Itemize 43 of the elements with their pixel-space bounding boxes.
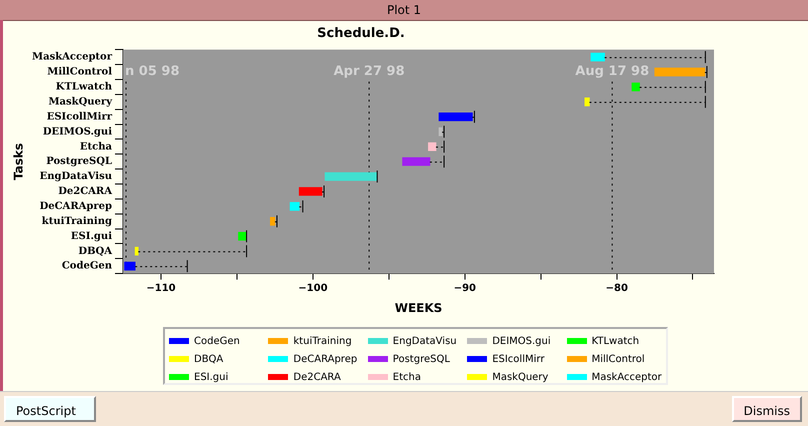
y-tick-label: EngDataVisu [40,171,112,182]
legend-label: De2CARA [293,372,341,382]
text: PostScript [4,396,96,422]
legend-label: MaskQuery [492,372,548,382]
y-axis-title: Tasks [11,143,26,180]
legend-label: Etcha [392,372,421,382]
ref-line-label: Apr 27 98 [334,64,405,79]
y-tick-label: Etcha [80,141,113,152]
legend-label: DBQA [194,354,224,364]
x-tick-label: −90 [454,283,476,294]
legend-label: ESI.gui [194,372,228,382]
y-tick-label: PostgreSQL [46,156,112,168]
legend-label: PostgreSQL [392,354,450,364]
y-tick-label: ESIcollMirr [46,111,113,122]
y-tick-label: MillControl [47,66,112,78]
y-tick-label: ktuiTraining [42,216,112,227]
legend-label: MaskAcceptor [592,372,662,382]
y-tick-label: De2CARA [58,186,112,198]
legend-label: MillControl [592,354,645,364]
legend-label: KTLwatch [592,336,640,346]
x-tick-label: −110 [146,283,176,294]
x-tick-label: −100 [298,283,328,294]
legend-label: CodeGen [194,336,240,346]
y-tick-label: CodeGen [62,260,113,272]
y-tick-label: DBQA [78,246,112,257]
y-tick-label: ESI.gui [70,230,112,242]
legend-label: ktuiTraining [293,336,352,346]
legend-label: ESIcollMirr [492,354,544,364]
y-tick-label: DEIMOS.gui [42,126,112,138]
ref-line-label: Aug 17 98 [575,64,650,79]
text: Plot 1 [0,0,808,21]
y-tick-label: MaskQuery [48,96,114,108]
y-tick-label: MaskAcceptor [32,52,113,63]
ref-line-label: n 05 98 [125,64,180,79]
x-tick-label: −80 [606,283,628,294]
legend-label: DEIMOS.gui [492,336,551,346]
legend-label: EngDataVisu [392,336,457,346]
y-tick-label: DeCARAprep [40,200,112,212]
y-tick-label: KTLwatch [56,82,113,93]
text: Dismiss [732,396,802,422]
legend-label: DeCARAprep [293,354,358,364]
chart-title: Schedule.D. [317,26,405,42]
x-axis-title: WEEKS [394,300,442,315]
